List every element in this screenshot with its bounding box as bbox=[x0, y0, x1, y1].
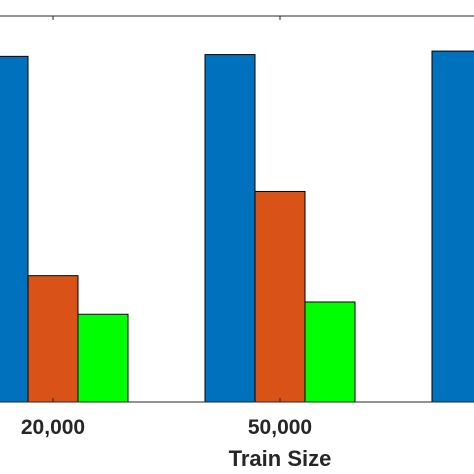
bar-2-1 bbox=[27, 275, 79, 403]
x-tick-label: 20,000 bbox=[21, 416, 85, 439]
bar-3-1 bbox=[77, 313, 129, 403]
bar-1-3 bbox=[431, 50, 474, 403]
bar-2-2 bbox=[254, 190, 306, 403]
bars-layer bbox=[0, 50, 474, 403]
x-tick-label: 50,000 bbox=[248, 416, 312, 439]
bar-1-1 bbox=[0, 55, 29, 403]
bar-1-2 bbox=[204, 54, 256, 403]
x-axis-label: Train Size bbox=[229, 446, 332, 471]
bar-3-2 bbox=[304, 301, 356, 403]
